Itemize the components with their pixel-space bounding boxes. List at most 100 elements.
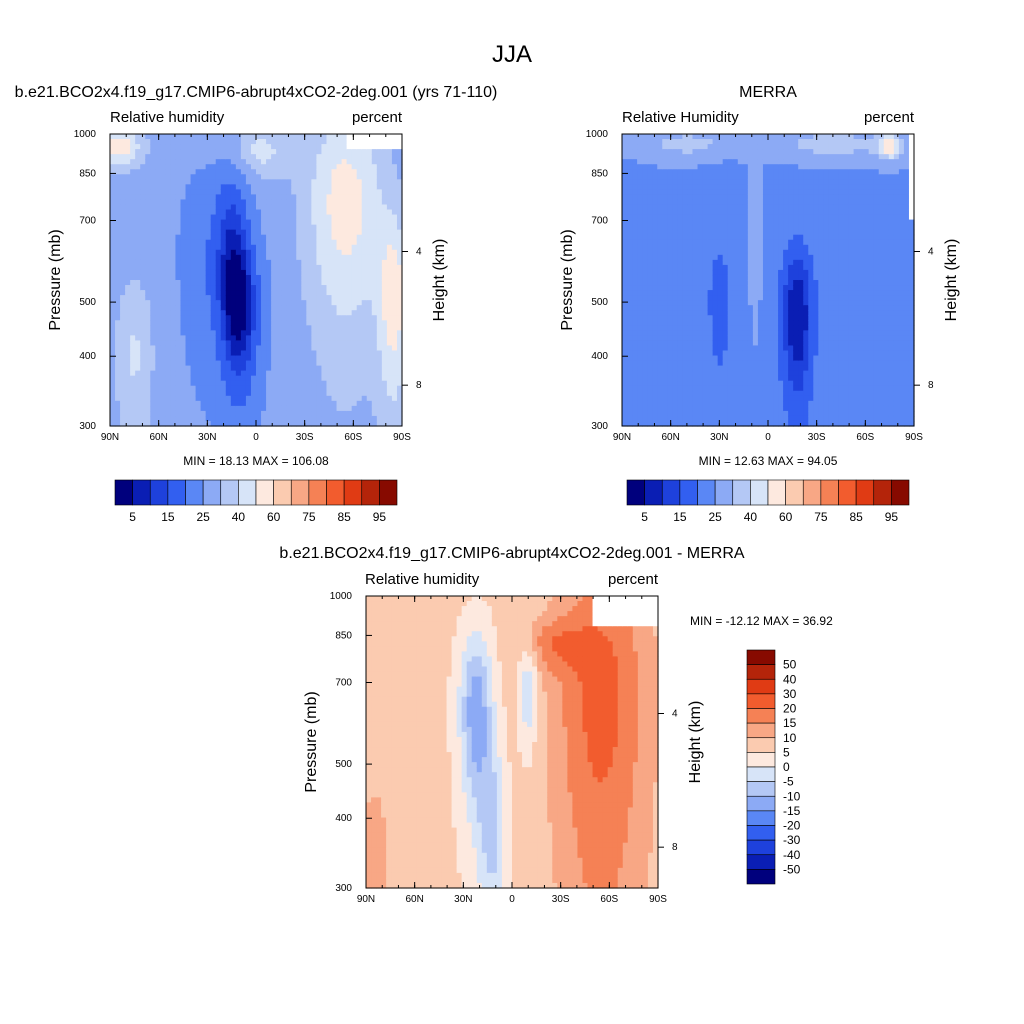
field-cell: [742, 300, 749, 306]
field-cell: [381, 219, 388, 226]
field-cell: [301, 164, 307, 170]
field-cell: [140, 315, 146, 321]
field-cell: [240, 405, 247, 412]
field-cell: [361, 375, 368, 382]
field-cell: [732, 149, 739, 155]
colorbar-box: [343, 479, 363, 506]
field-cell: [657, 259, 663, 266]
field-cell: [371, 370, 378, 377]
field-cell: [376, 199, 383, 206]
field-cell: [261, 400, 267, 407]
y-tick-label: 700: [79, 216, 96, 227]
field-cell: [286, 380, 292, 387]
field-cell: [376, 420, 383, 427]
field-cell: [195, 315, 202, 321]
field-cell: [692, 380, 699, 387]
field-cell: [281, 315, 287, 321]
field-cell: [702, 280, 709, 286]
field-cell: [627, 259, 633, 266]
field-cell: [195, 189, 202, 196]
field-cell: [175, 229, 182, 236]
field-cell: [175, 134, 182, 140]
field-cell: [647, 320, 653, 326]
field-cell: [356, 360, 363, 367]
field-cell: [632, 395, 638, 402]
field-cell: [245, 325, 252, 331]
field-cell: [737, 154, 744, 160]
field-cell: [160, 169, 166, 175]
field-cell: [256, 420, 262, 427]
field-cell: [657, 300, 663, 306]
field-cell: [652, 189, 658, 196]
field-cell: [230, 355, 237, 362]
field-cell: [677, 325, 684, 331]
field-cell: [170, 154, 177, 160]
field-cell: [662, 285, 668, 291]
field-cell: [346, 320, 353, 326]
field-cell: [742, 355, 749, 362]
field-cell: [742, 179, 749, 185]
field-cell: [250, 410, 257, 417]
field-cell: [291, 234, 297, 241]
field-cell: [396, 184, 403, 190]
field-cell: [165, 355, 172, 362]
field-cell: [175, 164, 182, 170]
field-cell: [682, 264, 689, 271]
field-cell: [642, 214, 648, 221]
field-cell: [647, 234, 653, 241]
field-cell: [261, 330, 267, 336]
field-cell: [356, 214, 363, 221]
field-cell: [632, 244, 638, 251]
field-cell: [747, 259, 754, 266]
field-cell: [742, 204, 749, 211]
field-cell: [200, 134, 207, 140]
field-cell: [190, 375, 197, 382]
field-cell: [647, 179, 653, 185]
field-cell: [125, 264, 131, 271]
field-cell: [286, 415, 292, 422]
field-cell: [386, 370, 393, 377]
field-cell: [642, 194, 648, 201]
field-cell: [145, 335, 151, 342]
field-cell: [306, 390, 312, 397]
field-cell: [150, 154, 156, 160]
field-cell: [316, 335, 323, 342]
field-cell: [230, 224, 237, 231]
field-cell: [165, 300, 172, 306]
field-cell: [175, 189, 182, 196]
field-cell: [180, 295, 187, 301]
colorbar-box: [290, 479, 310, 506]
field-cell: [225, 400, 232, 407]
field-cell: [742, 400, 749, 407]
field-cell: [190, 259, 197, 266]
field-cell: [321, 224, 328, 231]
field-cell: [321, 134, 328, 140]
field-cell: [215, 290, 222, 296]
field-cell: [737, 385, 744, 392]
field-cell: [250, 234, 257, 241]
field-cell: [291, 249, 297, 256]
field-cell: [306, 290, 312, 296]
field-cell: [732, 310, 739, 316]
field-cell: [391, 315, 398, 321]
field-cell: [747, 224, 754, 231]
field-cell: [667, 315, 673, 321]
field-cell: [662, 194, 668, 201]
field-cell: [647, 380, 653, 387]
field-cell: [281, 390, 287, 397]
field-cell: [321, 395, 328, 402]
field-cell: [271, 199, 277, 206]
field-cell: [125, 370, 131, 377]
field-cell: [266, 214, 272, 221]
field-cell: [286, 345, 292, 352]
field-cell: [742, 320, 749, 326]
field-cell: [672, 335, 678, 342]
field-cell: [692, 290, 699, 296]
field-cell: [747, 264, 754, 271]
field-cell: [647, 209, 653, 216]
field-cell: [682, 224, 689, 231]
field-cell: [697, 219, 704, 226]
field-cell: [707, 415, 714, 422]
field-cell: [110, 310, 116, 316]
field-cell: [245, 285, 252, 291]
